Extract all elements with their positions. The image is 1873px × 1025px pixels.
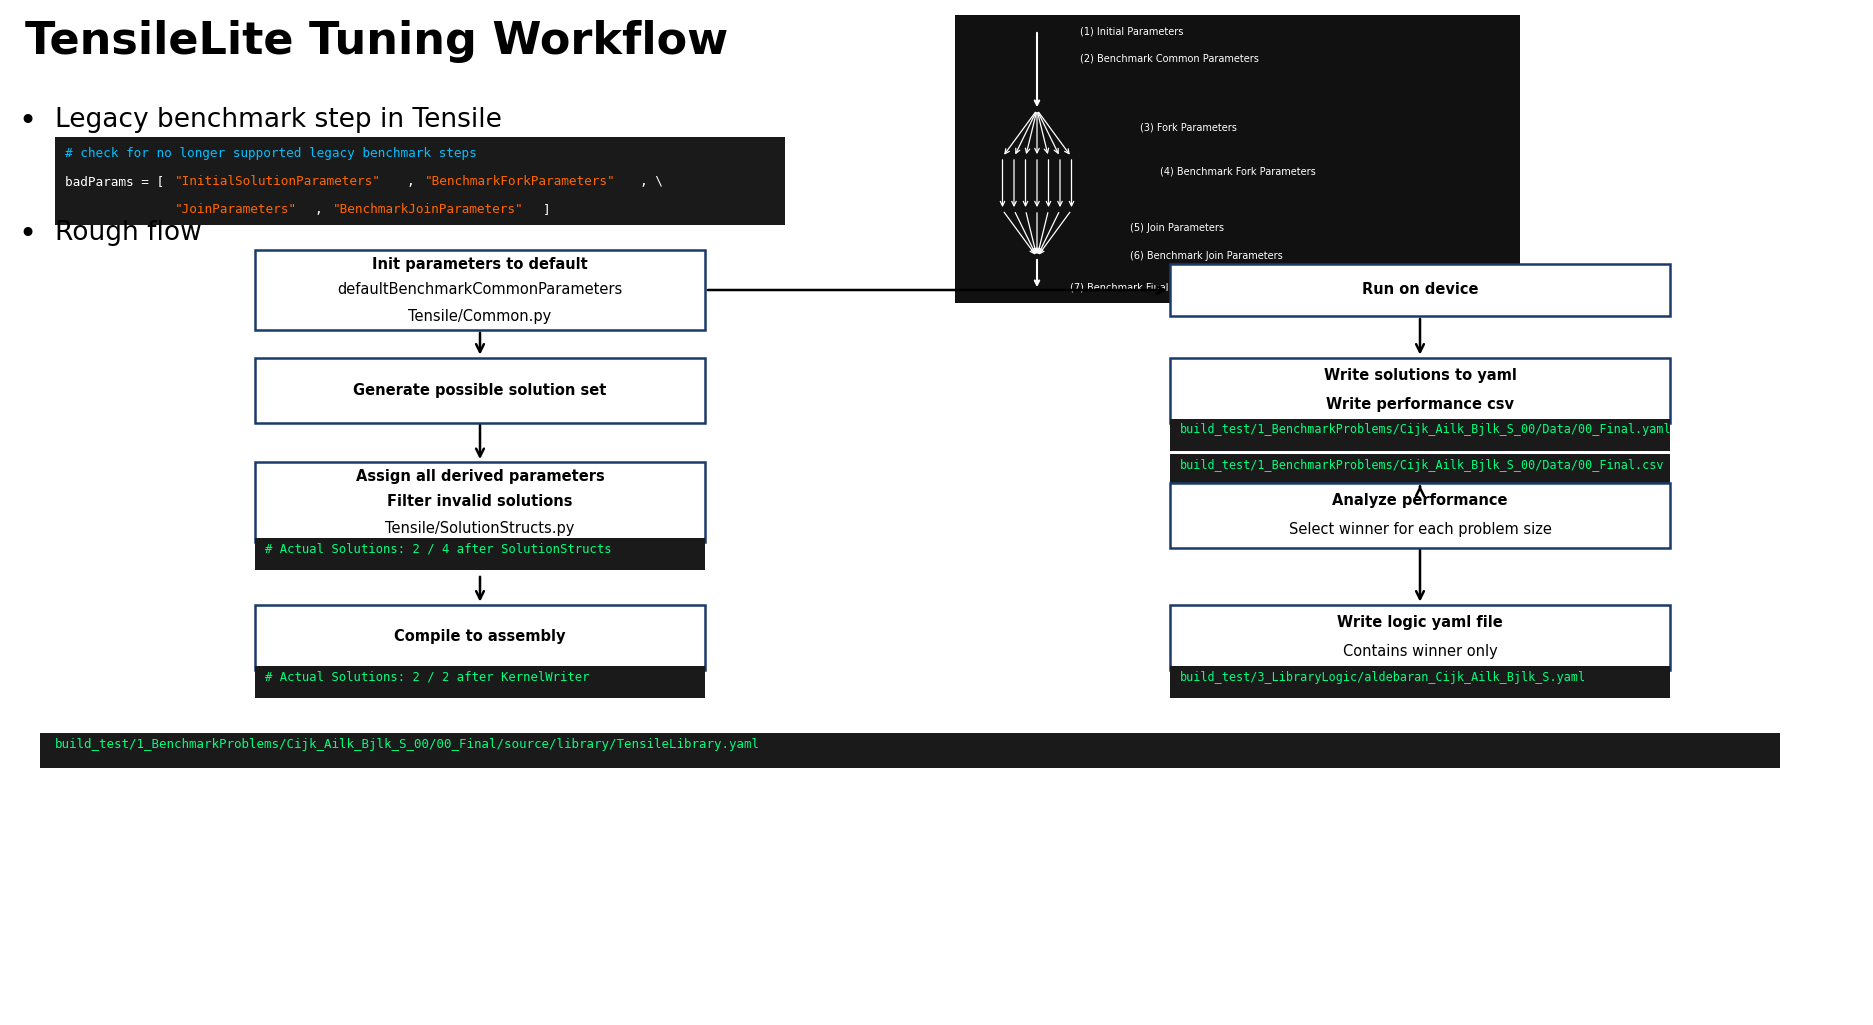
Text: Tensile/SolutionStructs.py: Tensile/SolutionStructs.py [386,521,575,535]
FancyBboxPatch shape [1171,605,1671,669]
Text: Select winner for each problem size: Select winner for each problem size [1289,522,1551,537]
Text: (2) Benchmark Common Parameters: (2) Benchmark Common Parameters [1081,53,1259,63]
Text: "InitialSolutionParameters": "InitialSolutionParameters" [174,175,380,188]
FancyBboxPatch shape [255,358,704,422]
Text: Write performance csv: Write performance csv [1326,397,1513,412]
Text: (7) Benchmark Final Parameters: (7) Benchmark Final Parameters [1069,283,1227,293]
Text: (4) Benchmark Fork Parameters: (4) Benchmark Fork Parameters [1159,167,1315,177]
Text: Rough flow: Rough flow [54,220,202,246]
Text: Filter invalid solutions: Filter invalid solutions [388,494,573,509]
Text: Assign all derived parameters: Assign all derived parameters [356,468,605,484]
FancyBboxPatch shape [39,733,1779,768]
Text: ]: ] [543,203,551,216]
Text: Generate possible solution set: Generate possible solution set [354,382,607,398]
Text: Init parameters to default: Init parameters to default [373,256,588,272]
Text: TensileLite Tuning Workflow: TensileLite Tuning Workflow [24,20,729,63]
Text: Contains winner only: Contains winner only [1343,644,1497,659]
FancyBboxPatch shape [255,605,704,669]
FancyBboxPatch shape [255,462,704,542]
Text: Write logic yaml file: Write logic yaml file [1337,615,1502,630]
Text: ,: , [315,203,330,216]
FancyBboxPatch shape [1171,358,1671,422]
FancyBboxPatch shape [1171,264,1671,316]
Text: build_test/3_LibraryLogic/aldebaran_Cijk_Ailk_Bjlk_S.yaml: build_test/3_LibraryLogic/aldebaran_Cijk… [1180,670,1586,684]
FancyBboxPatch shape [255,538,704,570]
Text: # Actual Solutions: 2 / 4 after SolutionStructs: # Actual Solutions: 2 / 4 after Solution… [264,543,612,556]
Text: , \: , \ [641,175,663,188]
Text: (5) Join Parameters: (5) Join Parameters [1129,223,1223,233]
Text: •: • [19,107,36,136]
Text: Run on device: Run on device [1362,283,1478,297]
Text: build_test/1_BenchmarkProblems/Cijk_Ailk_Bjlk_S_00/Data/00_Final.yaml: build_test/1_BenchmarkProblems/Cijk_Ailk… [1180,423,1671,437]
Text: build_test/1_BenchmarkProblems/Cijk_Ailk_Bjlk_S_00/00_Final/source/library/Tensi: build_test/1_BenchmarkProblems/Cijk_Ailk… [54,738,760,751]
Text: defaultBenchmarkCommonParameters: defaultBenchmarkCommonParameters [337,283,622,297]
Text: badParams = [: badParams = [ [66,175,165,188]
Text: Tensile/Common.py: Tensile/Common.py [408,309,553,324]
Text: (6) Benchmark Join Parameters: (6) Benchmark Join Parameters [1129,251,1283,261]
Text: "JoinParameters": "JoinParameters" [174,203,298,216]
FancyBboxPatch shape [1171,483,1671,547]
Text: Write solutions to yaml: Write solutions to yaml [1324,368,1517,383]
FancyBboxPatch shape [255,250,704,330]
Text: •: • [19,220,36,249]
Text: Analyze performance: Analyze performance [1332,493,1508,508]
Text: (1) Initial Parameters: (1) Initial Parameters [1081,27,1184,37]
Text: Compile to assembly: Compile to assembly [393,629,566,645]
Text: ,: , [406,175,421,188]
Text: # Actual Solutions: 2 / 2 after KernelWriter: # Actual Solutions: 2 / 2 after KernelWr… [264,670,590,684]
Text: "BenchmarkJoinParameters": "BenchmarkJoinParameters" [333,203,524,216]
Text: build_test/1_BenchmarkProblems/Cijk_Ailk_Bjlk_S_00/Data/00_Final.csv: build_test/1_BenchmarkProblems/Cijk_Ailk… [1180,458,1665,472]
FancyBboxPatch shape [1171,453,1671,486]
FancyBboxPatch shape [1171,418,1671,451]
Text: # check for no longer supported legacy benchmark steps: # check for no longer supported legacy b… [66,147,478,160]
Text: (3) Fork Parameters: (3) Fork Parameters [1141,123,1236,133]
FancyBboxPatch shape [955,15,1521,303]
FancyBboxPatch shape [255,665,704,697]
FancyBboxPatch shape [54,137,785,226]
FancyBboxPatch shape [1171,665,1671,697]
Text: "BenchmarkForkParameters": "BenchmarkForkParameters" [425,175,616,188]
Text: Legacy benchmark step in Tensile: Legacy benchmark step in Tensile [54,107,502,133]
